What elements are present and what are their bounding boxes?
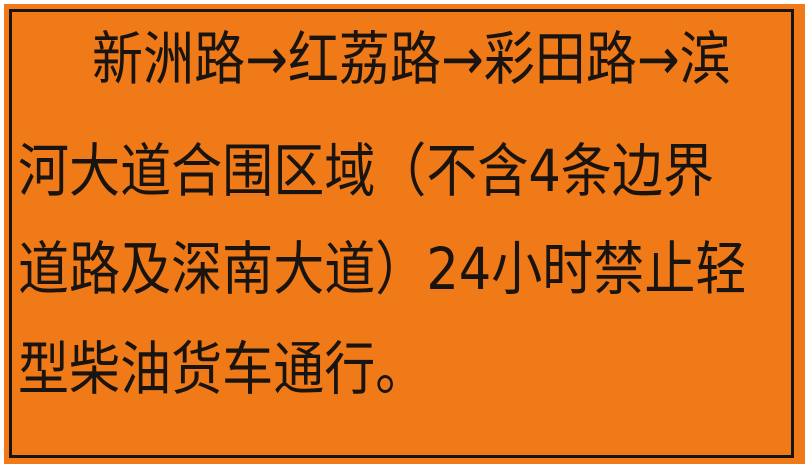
sign-panel — [4, 4, 805, 464]
sign-border — [9, 9, 794, 458]
sign-line-1: 新洲路→红荔路→彩田路→滨 — [92, 25, 731, 93]
sign-line-3: 道路及深南大道）24小时禁止轻 — [18, 235, 747, 303]
sign-line-2: 河大道合围区域（不含4条边界 — [18, 137, 714, 205]
sign-line-4: 型柴油货车通行。 — [18, 335, 427, 403]
